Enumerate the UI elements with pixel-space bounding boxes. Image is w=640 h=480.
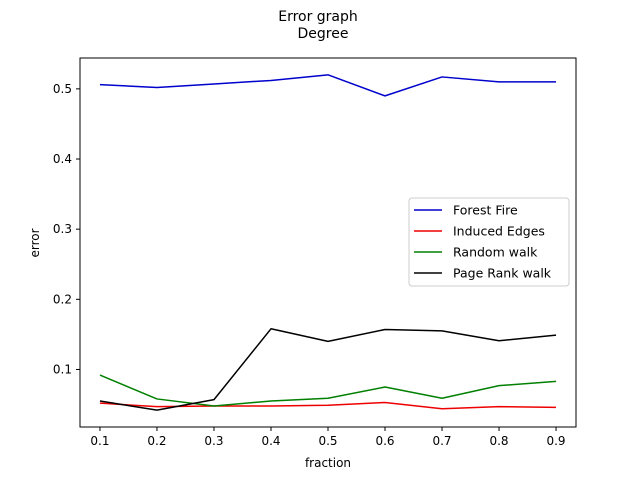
y-tick-label: 0.3 [53,222,72,236]
x-tick-label: 0.3 [204,434,223,448]
x-tick-label: 0.8 [489,434,508,448]
plot-area [99,74,557,411]
x-tick-label: 0.2 [147,434,166,448]
x-tick-label: 0.6 [375,434,394,448]
x-tick-label: 0.7 [432,434,451,448]
series-line-forest-fire [99,74,557,97]
y-tick-label: 0.4 [53,152,72,166]
x-tick-label: 0.9 [546,434,565,448]
legend-frame [408,197,570,287]
y-axis-label: error [28,228,42,257]
legend-label-random-walk: Random walk [453,245,538,260]
series-line-random-walk [99,374,557,407]
legend-label-page-rank-walk: Page Rank walk [453,266,552,281]
y-tick-label: 0.5 [53,82,72,96]
y-tick-label: 0.2 [53,292,72,306]
x-tick-label: 0.1 [90,434,109,448]
legend-label-forest-fire: Forest Fire [453,203,518,218]
legend: Forest Fire Induced Edges Random walk Page … [408,197,570,287]
y-tick-label: 0.1 [53,362,72,376]
x-axis-label: fraction [305,456,351,470]
series-line-page-rank-walk [99,328,557,411]
chart-subtitle: Degree [298,26,349,42]
x-tick-label: 0.5 [318,434,337,448]
legend-label-induced-edges: Induced Edges [453,224,545,239]
x-tick-label: 0.4 [261,434,280,448]
chart-title: Error graph [278,9,358,25]
